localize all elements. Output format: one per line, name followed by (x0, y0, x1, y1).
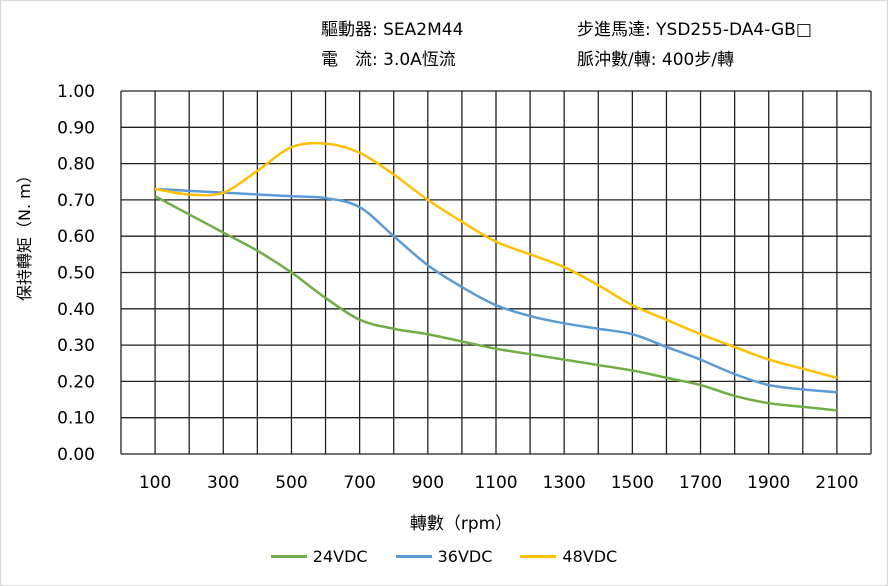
y-tick-label: 0.60 (57, 227, 95, 247)
y-tick-label: 0.70 (57, 191, 95, 211)
legend-item-36vdc: 36VDC (395, 547, 493, 566)
y-tick-label: 0.00 (57, 445, 95, 465)
motor-value: YSD255-DA4-GB□ (656, 20, 812, 40)
legend-swatch (520, 555, 557, 558)
y-tick-label: 0.10 (57, 409, 95, 429)
y-tick-label: 0.40 (57, 300, 95, 320)
x-tick-label: 900 (412, 473, 444, 493)
y-tick-label: 0.50 (57, 264, 95, 284)
y-tick-label: 0.80 (57, 155, 95, 175)
x-tick-label: 500 (275, 473, 307, 493)
x-axis-label: 轉數（rpm） (409, 514, 513, 534)
motor-label: 步進馬達: (577, 20, 651, 40)
driver-info: 驅動器: SEA2M44 (321, 15, 463, 40)
y-axis-label: 保持轉矩（N. m） (15, 167, 34, 301)
x-tick-label: 1300 (543, 473, 586, 493)
legend-label: 48VDC (562, 547, 618, 566)
current-value: 3.0A恆流 (383, 50, 456, 70)
pulse-label: 脈沖數/轉: (577, 50, 657, 70)
x-tick-label: 1500 (611, 473, 654, 493)
y-tick-label: 0.90 (57, 118, 95, 138)
legend-swatch (395, 555, 432, 558)
pulse-value: 400步/轉 (661, 50, 735, 70)
y-tick-label: 0.30 (57, 336, 95, 356)
x-tick-label: 1100 (474, 473, 517, 493)
current-info: 電 流: 3.0A恆流 (321, 45, 456, 70)
legend-label: 36VDC (437, 547, 493, 566)
series-line-24vdc (154, 195, 838, 412)
legend-item-24vdc: 24VDC (270, 547, 368, 566)
legend-label: 24VDC (312, 547, 368, 566)
y-tick-label: 1.00 (57, 82, 95, 102)
motor-info: 步進馬達: YSD255-DA4-GB□ (577, 15, 812, 40)
driver-label: 驅動器: (321, 20, 378, 40)
y-tick-label: 0.20 (57, 372, 95, 392)
series-line-36vdc (155, 187, 838, 394)
legend-swatch (270, 555, 307, 558)
x-tick-label: 1700 (679, 473, 722, 493)
x-tick-label: 1900 (747, 473, 790, 493)
x-tick-label: 2100 (815, 473, 858, 493)
x-tick-label: 300 (207, 473, 239, 493)
legend-item-48vdc: 48VDC (520, 547, 617, 566)
pulse-info: 脈沖數/轉: 400步/轉 (577, 45, 734, 70)
x-tick-label: 700 (343, 473, 375, 493)
legend: 24VDC 36VDC 48VDC (1, 547, 887, 566)
x-tick-label: 100 (139, 473, 171, 493)
driver-value: SEA2M44 (383, 20, 464, 40)
series-line-48vdc (154, 141, 838, 379)
current-label: 電 流: (321, 50, 378, 70)
